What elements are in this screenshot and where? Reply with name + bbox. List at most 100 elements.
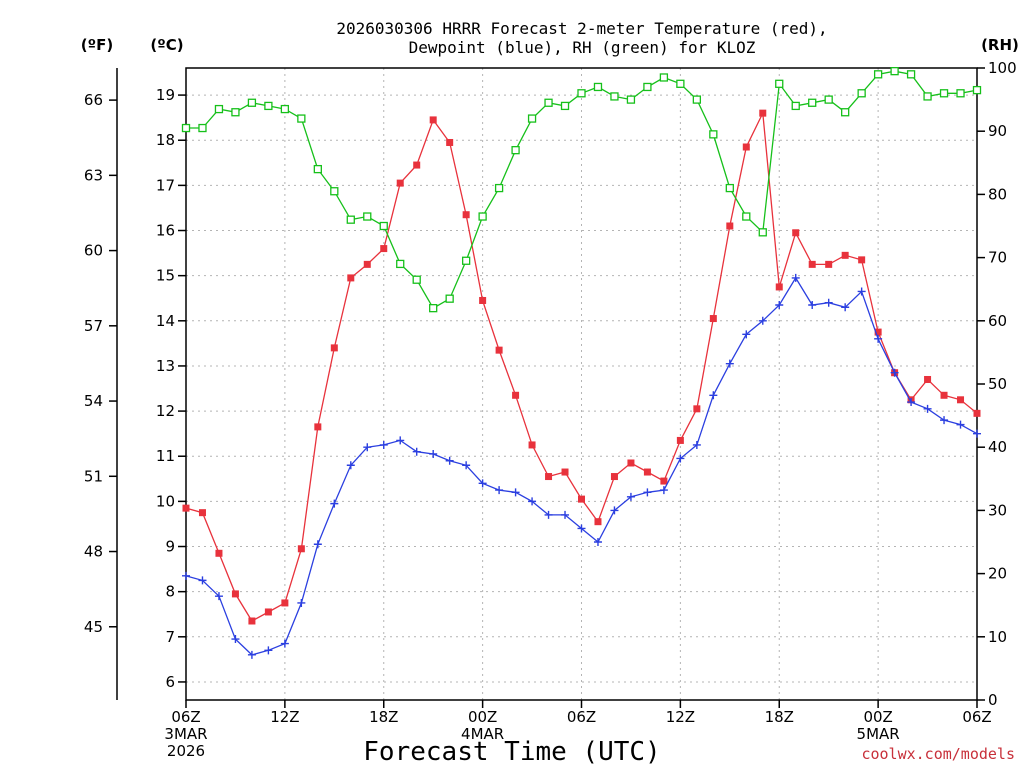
temperature-point: [957, 396, 965, 404]
temperature-point: [643, 468, 651, 476]
dewpoint-point: [313, 540, 322, 549]
y-tick-label-fahrenheit: 60: [84, 242, 103, 260]
temperature-point: [380, 245, 388, 253]
rh-point: [511, 146, 520, 155]
dewpoint-point: [659, 486, 668, 495]
temperature-point: [775, 283, 783, 291]
dewpoint-point: [791, 273, 800, 282]
x-tick-label: 18Z: [369, 708, 398, 726]
dewpoint-point: [923, 404, 932, 413]
dewpoint-point: [643, 488, 652, 497]
credit-text: coolwx.com/models: [861, 745, 1015, 763]
y-tick-label-fahrenheit: 54: [84, 392, 103, 410]
temperature-point: [792, 229, 800, 237]
temperature-point: [808, 260, 816, 268]
rh-point: [445, 294, 454, 303]
dewpoint-point: [857, 287, 866, 296]
temperature-point: [314, 423, 322, 431]
x-tick-label: 12Z: [270, 708, 299, 726]
temperature-point: [709, 315, 717, 323]
y-tick-label-rh: 60: [988, 312, 1007, 330]
rh-point: [363, 212, 372, 221]
dewpoint-series-line: [185, 276, 978, 656]
rh-point: [231, 108, 240, 117]
y-tick-label-celsius: 14: [156, 312, 175, 330]
rh-point: [725, 183, 734, 193]
temperature-point: [973, 409, 981, 417]
y-tick-label-celsius: 13: [156, 357, 175, 375]
dewpoint-point: [610, 506, 619, 515]
temperature-point: [610, 473, 618, 481]
rh-point: [873, 70, 883, 79]
temperature-point: [347, 274, 355, 282]
dewpoint-point: [973, 429, 981, 438]
rh-point: [577, 89, 586, 98]
y-tick-label-celsius: 11: [156, 447, 175, 465]
rh-point: [775, 79, 784, 88]
dewpoint-point: [692, 440, 701, 449]
y-tick-label-celsius: 9: [165, 538, 175, 556]
dewpoint-point: [363, 443, 372, 452]
rh-point: [396, 259, 405, 269]
dewpoint-point: [297, 598, 306, 607]
rh-point: [247, 98, 257, 107]
temperature-point: [693, 405, 701, 413]
dewpoint-point: [775, 301, 784, 309]
temperature-point: [924, 375, 932, 383]
rh-point: [494, 183, 504, 193]
y-tick-label-celsius: 15: [156, 267, 175, 285]
dewpoint-point: [182, 571, 190, 580]
temperature-point: [676, 436, 684, 444]
plot-frame: [185, 67, 978, 701]
rh-point: [412, 275, 421, 284]
rh-point: [297, 114, 306, 123]
dewpoint-point: [379, 440, 388, 449]
rh-point: [791, 101, 800, 111]
dewpoint-point: [841, 303, 850, 312]
dewpoint-point: [346, 461, 355, 470]
x-axis-label: Forecast Time (UTC): [363, 737, 660, 767]
rh-point: [841, 108, 850, 117]
temperature-point: [231, 590, 239, 598]
temperature-point: [215, 549, 223, 557]
temperature-point: [594, 518, 602, 526]
temperature-point: [660, 477, 668, 485]
y-tick-label-fahrenheit: 45: [84, 618, 103, 636]
dewpoint-point: [907, 398, 916, 407]
rh-point: [198, 123, 207, 133]
chart-title-line2: Dewpoint (blue), RH (green) for KLOZ: [409, 38, 756, 57]
dewpoint-point: [544, 510, 553, 519]
y-tick-label-fahrenheit: 51: [84, 467, 103, 485]
rh-point: [313, 164, 322, 174]
rh-point: [544, 98, 553, 107]
y-tick-label-celsius: 19: [156, 86, 175, 104]
rh-point: [692, 95, 702, 104]
temperature-point: [759, 109, 767, 117]
dewpoint-point: [429, 449, 438, 458]
y-tick-label-celsius: 17: [156, 176, 175, 194]
rh-point: [659, 73, 669, 82]
x-tick-label: 06Z: [567, 708, 596, 726]
temperature-point: [742, 143, 750, 151]
temperature-point: [330, 344, 338, 352]
y-tick-label-celsius: 12: [156, 402, 175, 420]
rh-point: [264, 101, 273, 111]
rh-point: [824, 95, 833, 104]
temperature-point: [198, 509, 206, 517]
dewpoint-point: [940, 416, 949, 425]
rh-point: [379, 221, 388, 231]
temperature-point: [825, 260, 833, 268]
y-tick-label-rh: 20: [988, 565, 1007, 583]
temperature-point: [363, 260, 371, 268]
dewpoint-point: [231, 635, 240, 644]
y-tick-label-fahrenheit: 57: [84, 317, 103, 335]
rh-point: [346, 215, 355, 224]
dewpoint-point: [511, 488, 520, 497]
y-tick-label-celsius: 8: [165, 583, 175, 601]
temperature-point: [413, 161, 421, 169]
y-tick-label-celsius: 10: [156, 492, 175, 510]
rh-point: [742, 212, 751, 221]
temperature-point: [495, 346, 503, 354]
dewpoint-point: [874, 334, 883, 343]
x-tick-label: 06Z: [171, 708, 200, 726]
